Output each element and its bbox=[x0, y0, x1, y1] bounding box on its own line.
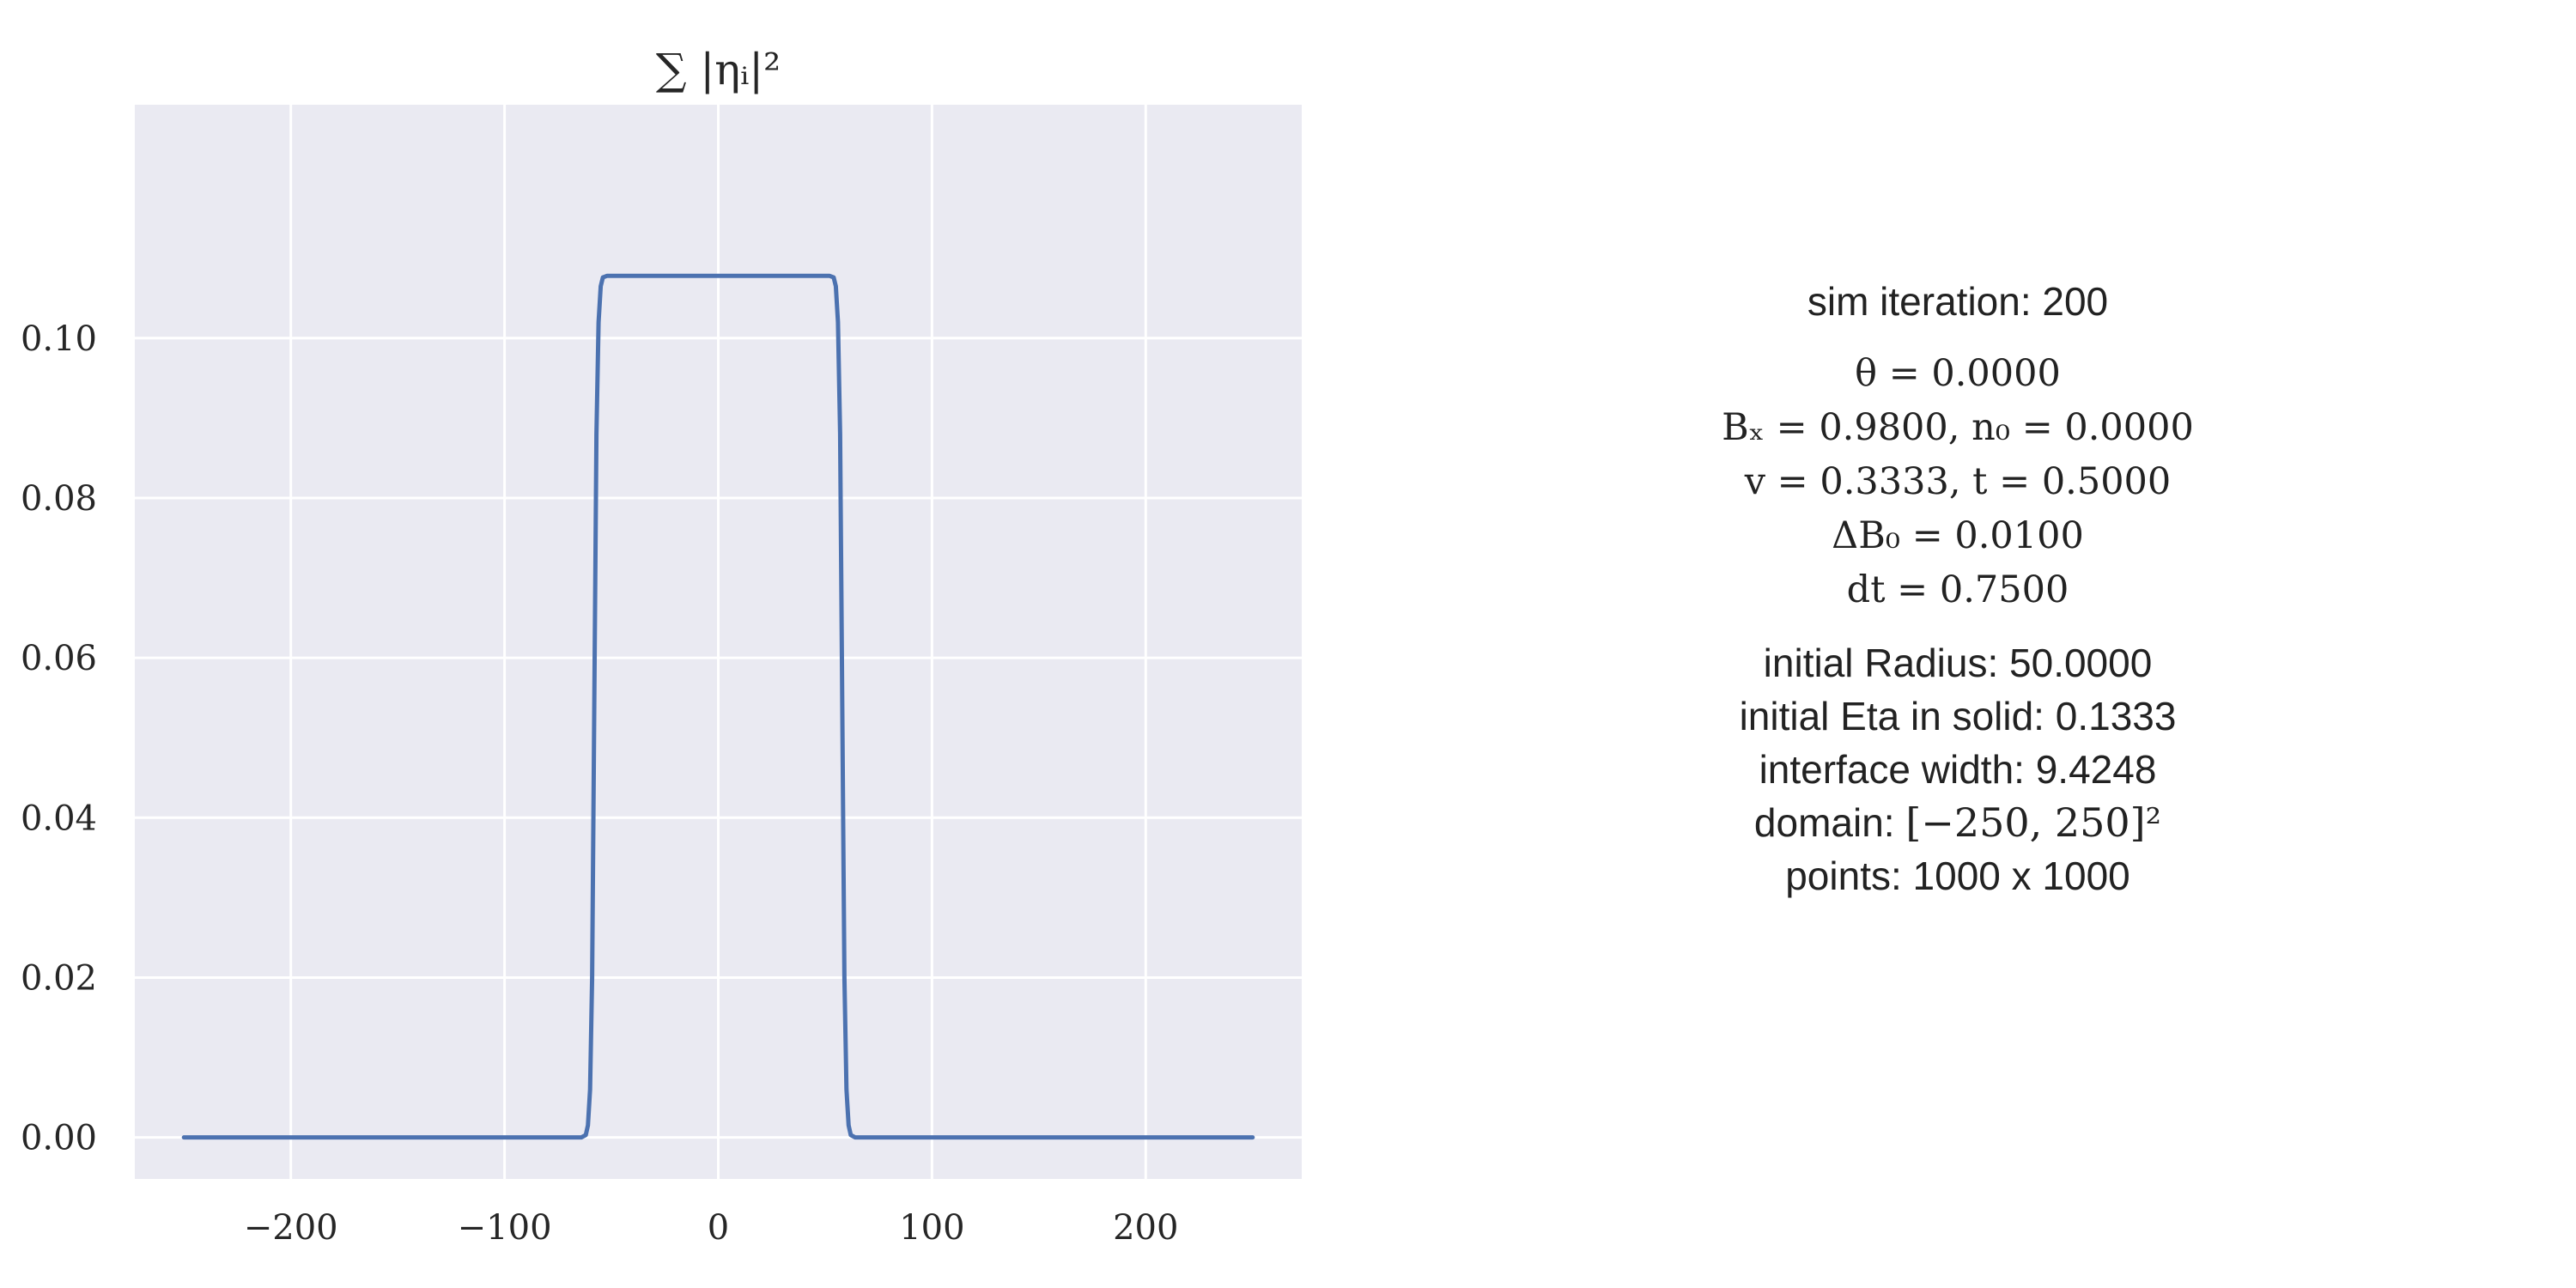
x-gridlines bbox=[289, 105, 1147, 1179]
y-tick-label: 0.02 bbox=[21, 958, 97, 998]
x-tick-label: −100 bbox=[458, 1208, 552, 1248]
simulation-info-panel: sim iteration: 200 θ = 0.0000 Bₓ = 0.980… bbox=[1700, 275, 2215, 902]
x-tick-label: 200 bbox=[1113, 1208, 1178, 1248]
y-tick-label: 0.10 bbox=[21, 319, 97, 359]
delta-b0-value: ΔB₀ = 0.0100 bbox=[1832, 514, 2084, 557]
bx-n0-values: Bₓ = 0.9800, n₀ = 0.0000 bbox=[1722, 406, 2194, 449]
y-tick-label: 0.00 bbox=[21, 1119, 97, 1158]
y-tick-label: 0.06 bbox=[21, 639, 97, 678]
points: points: 1000 x 1000 bbox=[1785, 854, 2130, 898]
domain-value: [−250, 250]² bbox=[1905, 799, 2162, 846]
initial-radius: initial Radius: 50.0000 bbox=[1763, 641, 2153, 685]
x-tick-label: 100 bbox=[899, 1208, 964, 1248]
x-tick-label: 0 bbox=[708, 1208, 729, 1248]
y-tick-label: 0.04 bbox=[21, 799, 97, 838]
chart: −200 −100 0 100 200 0.00 0.02 0.04 0.06 0.08 0.10… bbox=[21, 45, 1302, 1248]
dt-value: dt = 0.7500 bbox=[1846, 568, 2069, 611]
series-layer bbox=[181, 273, 1255, 1140]
x-tick-labels: −200 −100 0 100 200 bbox=[244, 1208, 1179, 1248]
domain: domain: [−250, 250]² bbox=[1700, 796, 2215, 849]
initial-eta-solid: initial Eta in solid: 0.1333 bbox=[1739, 694, 2177, 738]
theta-value: θ = 0.0000 bbox=[1855, 352, 2061, 395]
series-line bbox=[181, 273, 1255, 1140]
y-gridlines bbox=[135, 337, 1302, 1139]
v-t-values: v = 0.3333, t = 0.5000 bbox=[1744, 460, 2172, 503]
y-tick-labels: 0.00 0.02 0.04 0.06 0.08 0.10 bbox=[21, 319, 97, 1158]
chart-title: ∑ |ηᵢ|² bbox=[656, 45, 781, 94]
x-tick-label: −200 bbox=[244, 1208, 338, 1248]
domain-label: domain: bbox=[1753, 800, 1906, 845]
sim-iteration: sim iteration: 200 bbox=[1807, 279, 2109, 324]
interface-width: interface width: 9.4248 bbox=[1759, 747, 2157, 792]
y-tick-label: 0.08 bbox=[21, 479, 97, 519]
